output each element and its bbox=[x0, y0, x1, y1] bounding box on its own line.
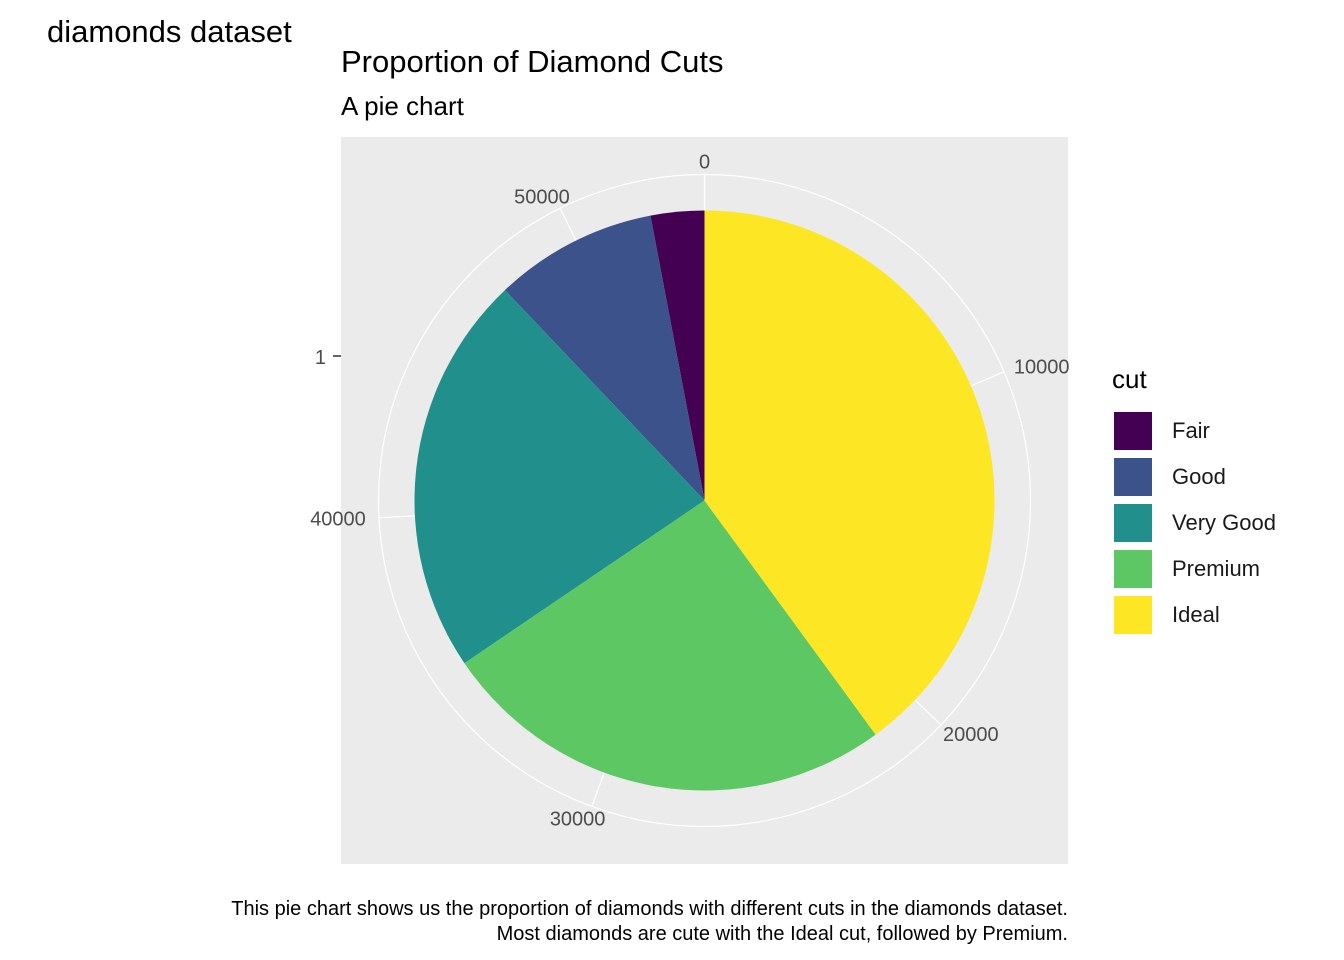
theta-tick-label-30000: 30000 bbox=[550, 809, 606, 831]
legend: cut Fair Good Very Good Premium Ideal bbox=[1112, 364, 1276, 638]
legend-item-premium: Premium bbox=[1112, 546, 1276, 592]
pie-slice-very-good bbox=[414, 290, 705, 664]
legend-item-ideal: Ideal bbox=[1112, 592, 1276, 638]
caption-line-2: Most diamonds are cute with the Ideal cu… bbox=[496, 923, 1068, 945]
pie-slice-good bbox=[504, 215, 705, 501]
caption-line-1: This pie chart shows us the proportion o… bbox=[231, 898, 1068, 920]
legend-label-ideal: Ideal bbox=[1172, 602, 1220, 627]
legend-label-fair: Fair bbox=[1172, 418, 1210, 443]
legend-title: cut bbox=[1112, 364, 1147, 394]
legend-key-very-good bbox=[1112, 502, 1154, 544]
chart-subtitle: A pie chart bbox=[341, 91, 464, 121]
page-title: diamonds dataset bbox=[47, 14, 292, 49]
legend-key-ideal bbox=[1112, 594, 1154, 636]
pie-slices bbox=[414, 210, 995, 791]
legend-key-premium bbox=[1112, 548, 1154, 590]
legend-label-very-good: Very Good bbox=[1172, 510, 1276, 535]
chart-title: Proportion of Diamond Cuts bbox=[341, 44, 724, 79]
legend-item-good: Good bbox=[1112, 454, 1276, 500]
pie-slice-premium bbox=[464, 500, 876, 791]
theta-tick-label-0: 0 bbox=[699, 152, 710, 174]
theta-axis-labels: 0 10000 20000 30000 40000 50000 bbox=[310, 152, 1069, 831]
chart-caption: This pie chart shows us the proportion o… bbox=[231, 897, 1068, 947]
legend-key-good bbox=[1112, 456, 1154, 498]
legend-label-good: Good bbox=[1172, 464, 1226, 489]
legend-item-fair: Fair bbox=[1112, 408, 1276, 454]
y-axis-tick-label: 1 bbox=[315, 347, 326, 369]
legend-item-very-good: Very Good bbox=[1112, 500, 1276, 546]
theta-tick-label-20000: 20000 bbox=[943, 724, 999, 746]
legend-label-premium: Premium bbox=[1172, 556, 1261, 581]
theta-tick-label-10000: 10000 bbox=[1014, 357, 1070, 379]
theta-tick-label-50000: 50000 bbox=[514, 187, 570, 209]
legend-key-fair bbox=[1112, 410, 1154, 452]
pie-slice-fair bbox=[650, 210, 705, 501]
pie-slice-ideal bbox=[704, 210, 995, 735]
theta-tick-label-40000: 40000 bbox=[310, 508, 366, 530]
